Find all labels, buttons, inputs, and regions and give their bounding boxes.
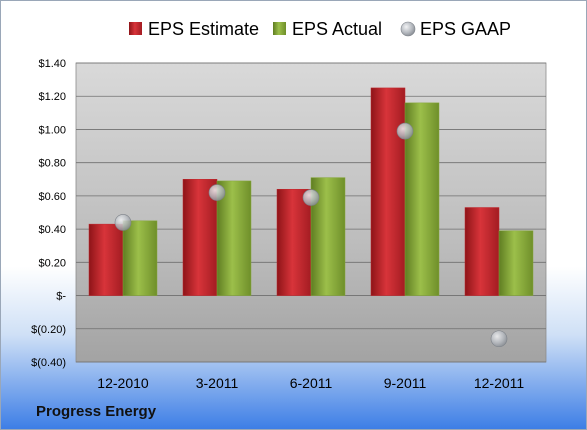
legend: EPS Estimate EPS Actual EPS GAAP [129, 19, 511, 39]
legend-label: EPS Actual [292, 19, 382, 39]
bar-actual-12-2010 [122, 220, 158, 296]
y-tick-label: $0.40 [38, 224, 66, 236]
y-tick-label: $1.20 [38, 91, 66, 103]
gaap-marker-12-2011 [490, 330, 508, 348]
y-tick-label: $(0.40) [31, 357, 66, 369]
bar-actual-12-2011 [498, 230, 534, 296]
y-tick-label: $1.40 [38, 58, 66, 70]
legend-label: EPS GAAP [420, 19, 511, 39]
x-tick-label: 12-2010 [97, 375, 149, 391]
x-tick-label: 12-2011 [474, 375, 525, 391]
x-tick-label: 6-2011 [290, 375, 333, 391]
gaap-marker-9-2011 [396, 122, 414, 140]
bar-estimate-6-2011 [276, 188, 312, 296]
gaap-marker-3-2011 [208, 184, 226, 201]
bar-estimate-12-2010 [88, 223, 124, 296]
bar-estimate-12-2011 [464, 207, 500, 296]
y-tick-label: $1.00 [38, 124, 66, 136]
company-name: Progress Energy [36, 403, 157, 420]
gaap-marker-6-2011 [302, 189, 320, 206]
y-tick-label: $- [56, 291, 66, 303]
bar-estimate-9-2011 [370, 87, 406, 296]
bar-actual-3-2011 [216, 180, 252, 296]
legend-swatch [129, 22, 142, 35]
legend-label: EPS Estimate [148, 19, 259, 39]
gaap-marker-12-2010 [114, 214, 132, 231]
legend-swatch [273, 22, 286, 35]
plot-area: $1.40 $1.20 $1.00 $0.80 $0.60 $0.40 $0.20 $- $(0… [31, 58, 547, 391]
y-tick-label: $(0.20) [31, 324, 66, 336]
bar-estimate-3-2011 [182, 179, 218, 296]
legend-swatch [400, 21, 416, 37]
y-tick-label: $0.80 [38, 158, 66, 170]
y-tick-label: $0.20 [38, 257, 66, 269]
x-tick-label: 3-2011 [196, 375, 239, 391]
y-tick-label: $0.60 [38, 191, 66, 203]
x-tick-label: 9-2011 [384, 375, 427, 391]
